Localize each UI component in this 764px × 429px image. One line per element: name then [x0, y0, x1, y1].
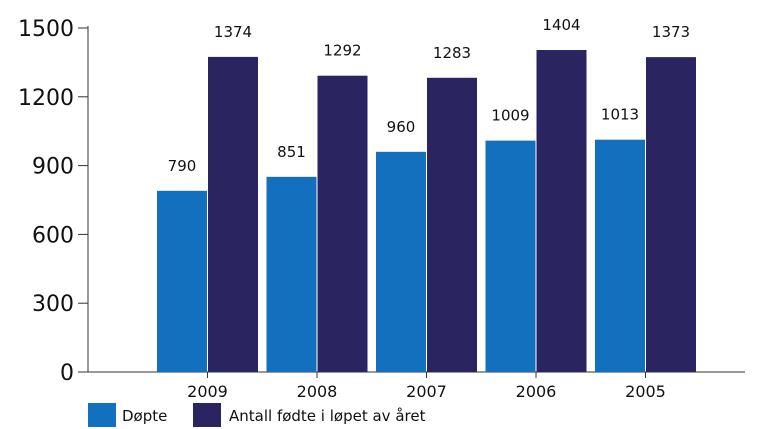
bar-antall-fodte-2008 [317, 75, 368, 373]
bar-dopte-2009 [157, 190, 207, 372]
data-label: 1374 [214, 23, 252, 41]
bar-antall-fodte-2006 [536, 50, 587, 373]
x-tick-label: 2007 [406, 382, 447, 401]
bars: 790 1374 851 1292 960 1283 1009 1404 1013 1373 [157, 16, 696, 373]
legend-swatch [193, 403, 221, 427]
data-label: 851 [277, 143, 306, 161]
y-axis-ticks: 0 300 600 900 1200 1500 [18, 17, 88, 386]
bar-antall-fodte-2007 [427, 77, 477, 373]
data-label: 1009 [491, 107, 529, 125]
legend-label: Antall fødte i løpet av året [229, 407, 426, 425]
data-label: 1373 [652, 23, 690, 41]
data-label: 1013 [601, 106, 639, 124]
bar-dopte-2006 [485, 140, 536, 372]
y-tick-label: 0 [60, 361, 74, 386]
data-label: 1292 [323, 42, 361, 60]
legend-label: Døpte [122, 407, 167, 425]
bar-dopte-2008 [266, 176, 317, 372]
bar-antall-fodte-2009 [208, 56, 258, 373]
x-tick-label: 2006 [516, 382, 557, 401]
x-tick-label: 2005 [625, 382, 666, 401]
y-tick-label: 300 [32, 292, 74, 317]
bar-dopte-2005 [595, 139, 645, 372]
legend: Døpte Antall fødte i løpet av året [88, 403, 426, 427]
y-tick-label: 1200 [18, 86, 74, 111]
legend-swatch [88, 403, 116, 427]
data-label: 1404 [542, 16, 580, 34]
bar-antall-fodte-2005 [646, 57, 696, 372]
y-tick-label: 600 [32, 223, 74, 248]
data-label: 1283 [433, 44, 471, 62]
data-label: 790 [168, 157, 197, 175]
y-tick-label: 1500 [18, 17, 74, 42]
y-tick-label: 900 [32, 155, 74, 180]
data-label: 960 [387, 118, 416, 136]
bar-dopte-2007 [376, 151, 426, 372]
x-axis-ticks: 2009 2008 2007 2006 2005 [187, 372, 666, 401]
x-tick-label: 2008 [297, 382, 338, 401]
x-tick-label: 2009 [187, 382, 228, 401]
